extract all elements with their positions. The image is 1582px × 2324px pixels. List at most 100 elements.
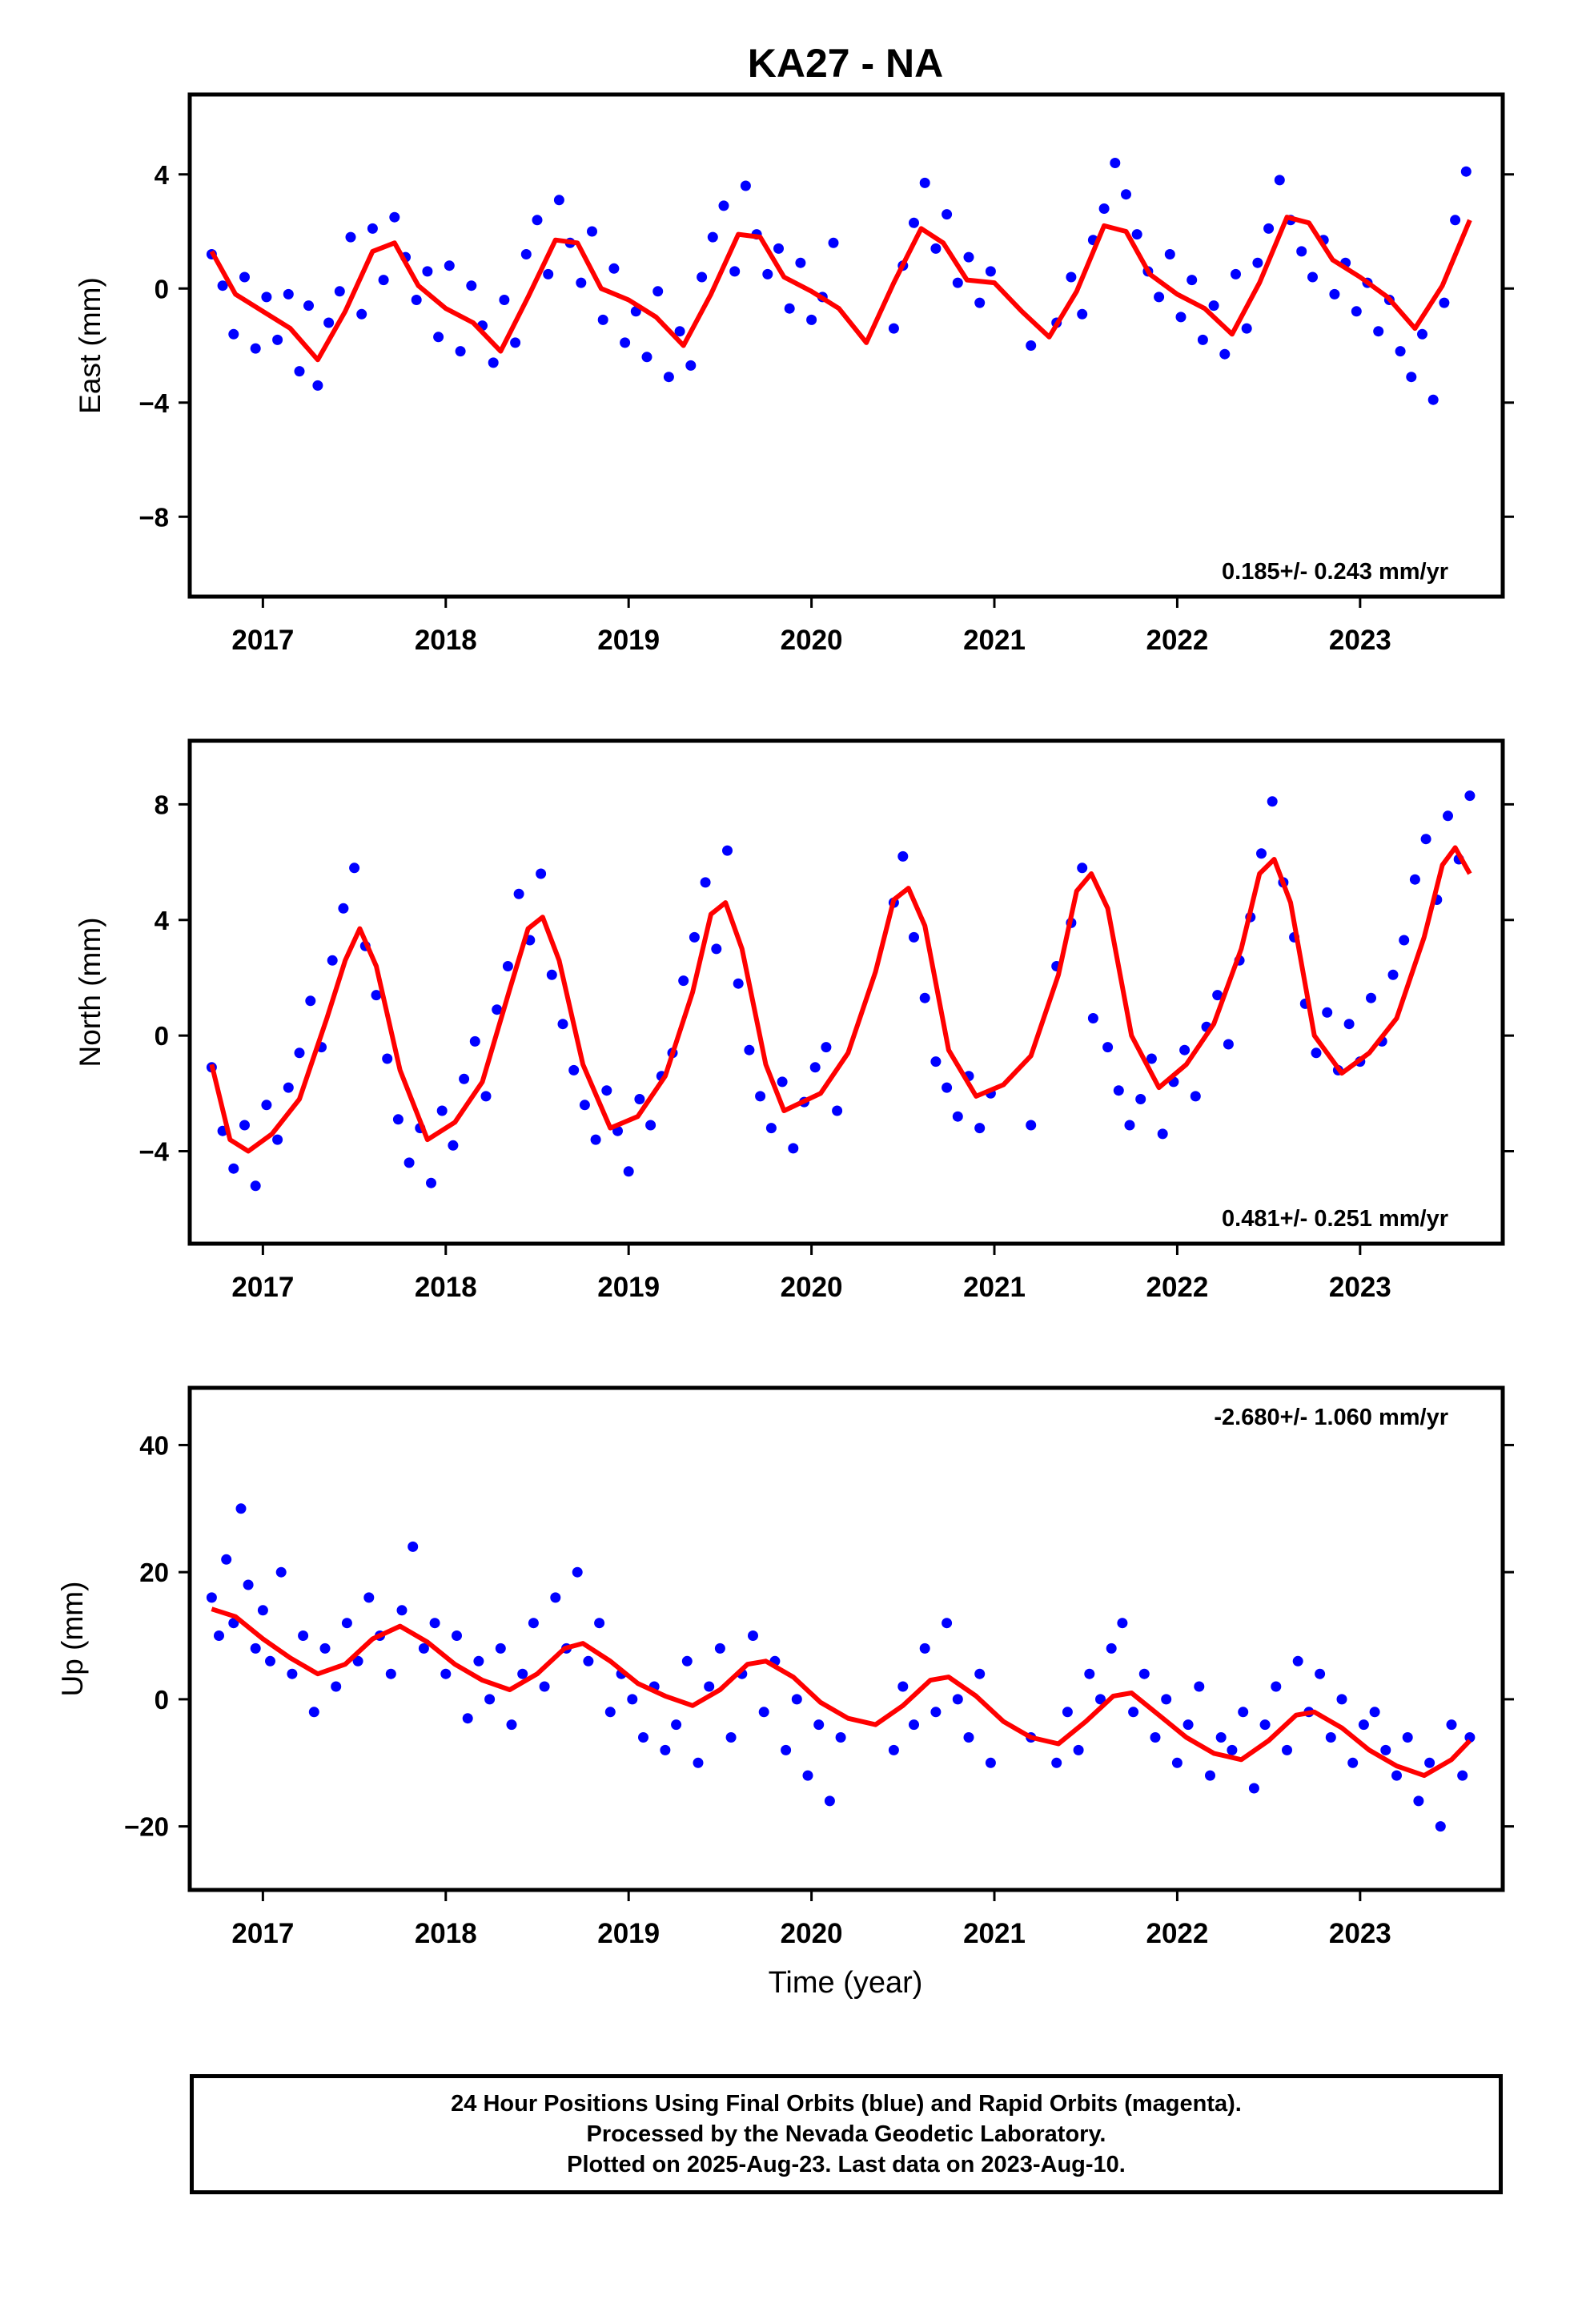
up-data-point xyxy=(693,1757,704,1768)
east-data-point xyxy=(1263,223,1275,234)
up-data-point xyxy=(1292,1655,1303,1667)
north-data-point xyxy=(448,1140,459,1151)
up-data-point xyxy=(473,1655,484,1667)
up-data-point xyxy=(275,1566,287,1578)
east-data-point xyxy=(620,337,631,348)
east-data-point xyxy=(312,380,323,391)
up-data-point xyxy=(517,1668,528,1679)
up-data-point xyxy=(1095,1694,1106,1705)
up-data-point xyxy=(1402,1732,1413,1743)
east-data-point xyxy=(663,372,674,383)
up-data-point xyxy=(1413,1795,1424,1807)
up-data-point xyxy=(539,1681,550,1692)
east-data-point xyxy=(597,314,608,325)
north-y-tick-label: 8 xyxy=(155,790,169,819)
up-rate-label: -2.680+/- 1.060 mm/yr xyxy=(1214,1405,1448,1430)
east-data-point xyxy=(930,243,942,254)
up-data-point xyxy=(1128,1707,1139,1718)
north-data-point xyxy=(1443,810,1453,822)
north-y-axis-label: North (mm) xyxy=(74,917,106,1067)
east-data-point xyxy=(389,211,400,223)
north-data-point xyxy=(436,1105,448,1116)
up-data-point xyxy=(528,1618,539,1629)
north-data-point xyxy=(1157,1128,1168,1140)
east-x-tick-label: 2021 xyxy=(963,625,1026,656)
north-data-point xyxy=(1179,1044,1191,1055)
up-data-point xyxy=(1435,1821,1446,1832)
x-axis-label: Time (year) xyxy=(769,1966,923,2000)
up-data-point xyxy=(1369,1707,1380,1718)
north-data-point xyxy=(272,1134,283,1145)
north-data-point xyxy=(777,1076,788,1088)
east-data-point xyxy=(455,346,466,357)
north-data-point xyxy=(579,1100,590,1111)
up-data-point xyxy=(660,1744,671,1755)
up-data-point xyxy=(418,1642,429,1654)
up-data-point xyxy=(228,1618,239,1629)
up-data-point xyxy=(1446,1719,1457,1731)
north-data-point xyxy=(283,1082,294,1093)
up-data-point xyxy=(748,1630,758,1641)
east-y-tick-label: −8 xyxy=(139,502,169,532)
north-data-point xyxy=(1256,848,1267,859)
up-data-point xyxy=(250,1642,261,1654)
up-data-point xyxy=(835,1732,846,1743)
north-data-point xyxy=(546,969,557,980)
up-data-point xyxy=(1336,1694,1347,1705)
east-data-point xyxy=(909,217,919,228)
east-data-point xyxy=(1395,346,1406,357)
north-plot-frame xyxy=(187,738,1505,1246)
east-data-point xyxy=(1241,323,1252,334)
up-data-point xyxy=(1062,1707,1073,1718)
up-data-point xyxy=(963,1732,974,1743)
north-data-point xyxy=(1087,1013,1098,1023)
up-data-point xyxy=(396,1605,408,1616)
east-data-point xyxy=(378,275,389,286)
east-data-point xyxy=(1307,271,1318,283)
up-x-tick-label: 2017 xyxy=(231,1918,294,1949)
east-data-point xyxy=(1231,268,1241,279)
north-data-point xyxy=(678,975,689,987)
up-data-point xyxy=(1051,1757,1062,1768)
up-data-point xyxy=(671,1719,682,1731)
up-data-point xyxy=(1391,1770,1402,1781)
north-data-point xyxy=(623,1166,634,1177)
up-x-tick-label: 2018 xyxy=(415,1918,477,1949)
up-data-point xyxy=(714,1642,725,1654)
east-data-point xyxy=(444,260,455,271)
east-data-point xyxy=(729,266,741,277)
east-data-point xyxy=(974,297,986,308)
north-data-point xyxy=(1343,1019,1355,1030)
up-data-point xyxy=(1106,1642,1117,1654)
up-data-point xyxy=(888,1744,899,1755)
up-x-tick-label: 2022 xyxy=(1146,1918,1208,1949)
north-data-point xyxy=(557,1019,568,1030)
east-x-tick-label: 2018 xyxy=(415,625,477,656)
north-data-point xyxy=(492,1004,503,1015)
up-data-point xyxy=(583,1655,594,1667)
east-data-point xyxy=(422,266,433,277)
north-data-point xyxy=(568,1064,580,1076)
east-data-point xyxy=(1252,257,1263,268)
up-data-point xyxy=(627,1694,638,1705)
east-data-point xyxy=(1197,334,1208,345)
up-data-points xyxy=(206,1503,1476,1832)
up-data-point xyxy=(1084,1668,1095,1679)
up-data-point xyxy=(550,1592,561,1603)
up-data-point xyxy=(604,1707,616,1718)
up-data-point xyxy=(1358,1719,1369,1731)
up-data-point xyxy=(1347,1757,1359,1768)
up-data-point xyxy=(287,1668,298,1679)
east-data-point xyxy=(718,200,729,211)
east-x-tick-label: 2020 xyxy=(781,625,843,656)
up-data-point xyxy=(1182,1719,1194,1731)
east-data-point xyxy=(740,180,751,191)
east-model-line xyxy=(209,215,1472,363)
up-y-axis-label: Up (mm) xyxy=(56,1582,89,1697)
up-data-point xyxy=(1205,1770,1215,1781)
north-data-point xyxy=(349,862,360,874)
east-data-point xyxy=(1450,215,1461,226)
east-data-point xyxy=(1110,158,1121,168)
up-data-point xyxy=(506,1719,517,1731)
north-data-point xyxy=(689,931,700,943)
